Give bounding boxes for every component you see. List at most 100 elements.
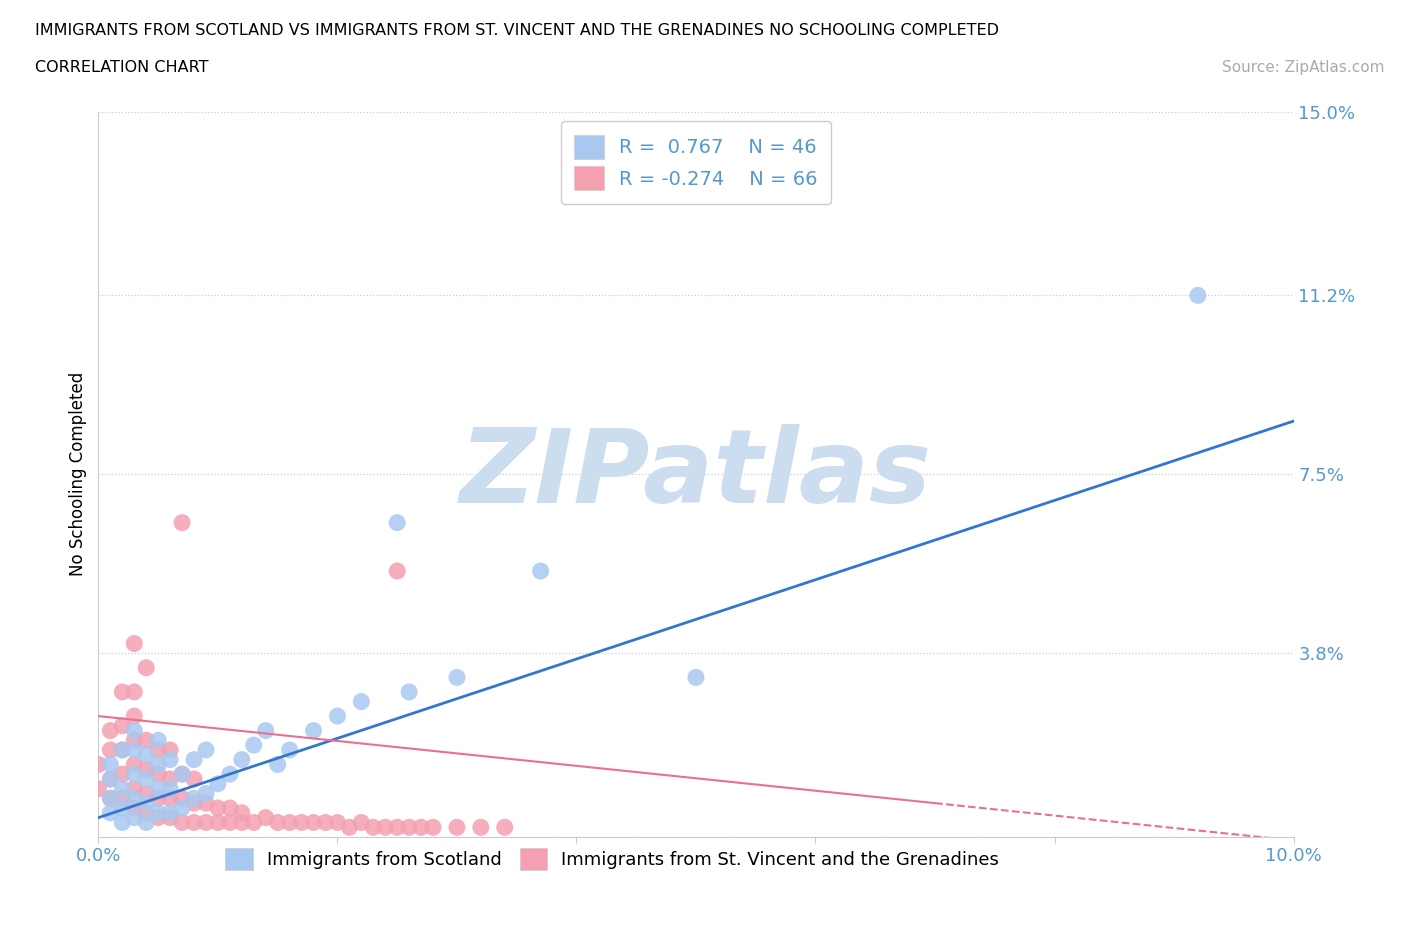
Point [302, 724, 325, 738]
Point [111, 742, 134, 757]
Point [1187, 288, 1209, 303]
Point [195, 786, 218, 801]
Point [98, 742, 122, 757]
Point [111, 790, 134, 805]
Point [159, 772, 181, 787]
Point [111, 801, 134, 816]
Point [98, 757, 122, 772]
Point [124, 781, 146, 796]
Point [315, 815, 337, 830]
Legend: Immigrants from Scotland, Immigrants from St. Vincent and the Grenadines: Immigrants from Scotland, Immigrants fro… [217, 839, 1008, 879]
Point [124, 636, 146, 651]
Point [207, 801, 229, 816]
Point [302, 815, 325, 830]
Point [111, 718, 134, 733]
Point [159, 790, 181, 805]
Point [98, 805, 122, 820]
Point [135, 796, 157, 811]
Point [111, 781, 134, 796]
Point [411, 820, 433, 835]
Point [159, 742, 181, 757]
Point [148, 733, 170, 748]
Point [135, 805, 157, 820]
Point [98, 790, 122, 805]
Point [183, 790, 205, 805]
Point [148, 742, 170, 757]
Point [183, 796, 205, 811]
Point [172, 815, 194, 830]
Point [350, 694, 373, 709]
Point [183, 752, 205, 767]
Point [135, 748, 157, 763]
Point [267, 815, 290, 830]
Point [98, 790, 122, 805]
Point [195, 815, 218, 830]
Point [254, 810, 277, 825]
Point [470, 820, 492, 835]
Point [111, 742, 134, 757]
Point [385, 515, 409, 530]
Point [135, 786, 157, 801]
Point [148, 810, 170, 825]
Point [195, 742, 218, 757]
Text: IMMIGRANTS FROM SCOTLAND VS IMMIGRANTS FROM ST. VINCENT AND THE GRENADINES NO SC: IMMIGRANTS FROM SCOTLAND VS IMMIGRANTS F… [35, 23, 1000, 38]
Point [267, 757, 290, 772]
Point [326, 815, 349, 830]
Point [494, 820, 516, 835]
Point [135, 815, 157, 830]
Point [422, 820, 444, 835]
Point [124, 801, 146, 816]
Text: ZIPatlas: ZIPatlas [460, 424, 932, 525]
Point [219, 801, 242, 816]
Point [446, 670, 468, 684]
Point [98, 772, 122, 787]
Point [385, 820, 409, 835]
Point [172, 515, 194, 530]
Point [172, 766, 194, 781]
Point [172, 801, 194, 816]
Point [159, 752, 181, 767]
Point [243, 737, 266, 752]
Point [98, 772, 122, 787]
Point [278, 742, 301, 757]
Point [148, 805, 170, 820]
Point [385, 564, 409, 578]
Point [111, 684, 134, 699]
Point [231, 805, 253, 820]
Point [124, 757, 146, 772]
Point [350, 815, 373, 830]
Point [231, 815, 253, 830]
Point [446, 820, 468, 835]
Point [207, 777, 229, 791]
Point [219, 815, 242, 830]
Point [398, 684, 420, 699]
Point [148, 757, 170, 772]
Point [207, 815, 229, 830]
Point [326, 709, 349, 724]
Point [148, 766, 170, 781]
Point [183, 815, 205, 830]
Point [278, 815, 301, 830]
Point [135, 733, 157, 748]
Point [231, 752, 253, 767]
Point [124, 766, 146, 781]
Point [183, 772, 205, 787]
Point [398, 820, 420, 835]
Point [111, 766, 134, 781]
Point [124, 742, 146, 757]
Point [219, 766, 242, 781]
Point [363, 820, 385, 835]
Point [135, 660, 157, 675]
Point [124, 810, 146, 825]
Text: Source: ZipAtlas.com: Source: ZipAtlas.com [1222, 60, 1385, 75]
Point [172, 790, 194, 805]
Point [254, 724, 277, 738]
Point [98, 724, 122, 738]
Point [339, 820, 361, 835]
Point [195, 796, 218, 811]
Point [159, 810, 181, 825]
Point [159, 781, 181, 796]
Point [124, 684, 146, 699]
Point [87, 781, 110, 796]
Point [135, 762, 157, 777]
